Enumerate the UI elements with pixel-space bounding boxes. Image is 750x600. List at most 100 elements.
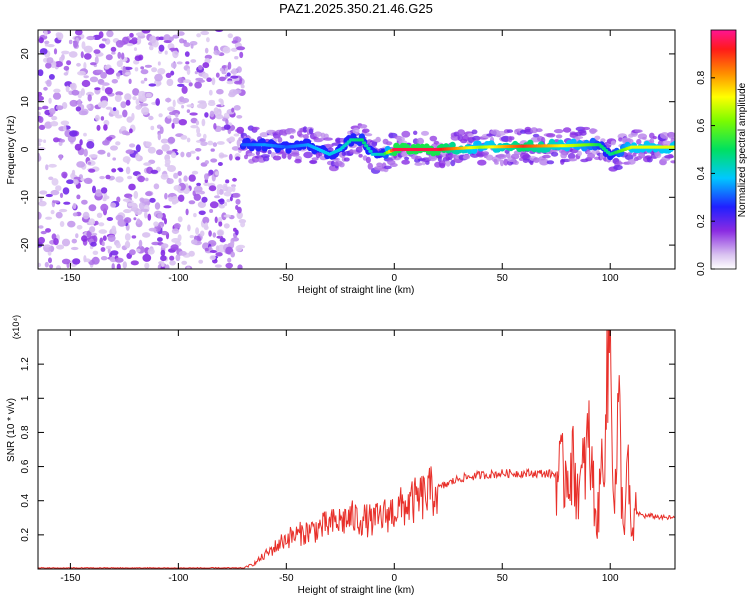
noise-speckle bbox=[226, 80, 234, 85]
noise-speckle bbox=[171, 152, 177, 159]
noise-speckle bbox=[123, 217, 132, 224]
noise-speckle bbox=[104, 65, 110, 70]
noise-speckle bbox=[178, 250, 187, 256]
snr-frame bbox=[37, 329, 676, 570]
noise-speckle bbox=[38, 69, 44, 77]
ridge-halo bbox=[506, 129, 514, 133]
ridge-halo bbox=[416, 137, 424, 145]
noise-speckle bbox=[178, 194, 185, 202]
noise-speckle bbox=[214, 264, 222, 268]
noise-speckle bbox=[158, 113, 163, 118]
ridge-halo bbox=[546, 133, 556, 138]
noise-speckle bbox=[55, 105, 64, 111]
noise-speckle bbox=[194, 81, 202, 89]
noise-speckle bbox=[157, 61, 161, 66]
noise-speckle bbox=[186, 151, 192, 158]
ridge-halo bbox=[450, 159, 456, 167]
noise-speckle bbox=[65, 85, 70, 93]
ridge-halo bbox=[343, 157, 350, 162]
noise-speckle bbox=[86, 104, 91, 109]
noise-speckle bbox=[195, 227, 200, 235]
noise-speckle bbox=[135, 104, 142, 110]
noise-speckle bbox=[132, 88, 140, 96]
noise-speckle bbox=[67, 134, 76, 143]
noise-speckle bbox=[88, 168, 96, 173]
x-tick-label: -150 bbox=[60, 273, 80, 284]
noise-speckle bbox=[92, 250, 99, 255]
noise-speckle bbox=[185, 61, 190, 65]
noise-speckle bbox=[68, 39, 73, 45]
ridge-halo bbox=[252, 126, 260, 131]
y-multiplier-label: (x10⁴) bbox=[11, 315, 21, 339]
ridge-halo bbox=[289, 135, 295, 139]
noise-speckle bbox=[231, 184, 236, 188]
noise-speckle bbox=[235, 245, 243, 252]
noise-speckle bbox=[158, 44, 165, 52]
noise-speckle bbox=[45, 216, 53, 220]
noise-speckle bbox=[237, 264, 243, 269]
noise-speckle bbox=[120, 126, 127, 132]
noise-speckle bbox=[225, 118, 229, 125]
noise-speckle bbox=[51, 178, 59, 186]
ridge-core bbox=[368, 149, 373, 153]
noise-speckle bbox=[231, 146, 240, 151]
noise-speckle bbox=[163, 205, 172, 209]
noise-speckle bbox=[160, 230, 169, 236]
noise-speckle bbox=[209, 255, 216, 261]
ridge-halo bbox=[662, 140, 672, 146]
noise-speckle bbox=[236, 46, 246, 51]
noise-speckle bbox=[76, 62, 81, 67]
noise-speckle bbox=[189, 150, 196, 154]
noise-speckle bbox=[184, 51, 190, 57]
noise-speckle bbox=[97, 102, 104, 108]
noise-speckle bbox=[157, 237, 163, 242]
ridge-halo bbox=[646, 156, 653, 163]
noise-speckle bbox=[100, 71, 107, 79]
ridge-halo bbox=[582, 126, 591, 131]
noise-speckle bbox=[45, 62, 52, 69]
noise-speckle bbox=[209, 201, 219, 209]
noise-speckle bbox=[213, 123, 217, 130]
noise-speckle bbox=[167, 115, 172, 119]
snr-background bbox=[38, 330, 675, 569]
noise-speckle bbox=[153, 221, 159, 227]
noise-speckle bbox=[139, 197, 145, 203]
noise-speckle bbox=[115, 114, 123, 119]
noise-speckle bbox=[223, 223, 230, 229]
noise-speckle bbox=[115, 214, 124, 221]
noise-speckle bbox=[50, 121, 59, 127]
ridge-halo bbox=[413, 130, 418, 135]
y-tick-label: 1.2 bbox=[20, 357, 31, 371]
noise-speckle bbox=[140, 208, 149, 212]
noise-speckle bbox=[48, 74, 55, 80]
noise-speckle bbox=[177, 83, 185, 87]
noise-speckle bbox=[88, 204, 97, 212]
noise-speckle bbox=[100, 187, 108, 194]
ridge-halo bbox=[567, 152, 576, 160]
noise-speckle bbox=[142, 253, 152, 262]
noise-speckle bbox=[101, 82, 110, 86]
ridge-halo bbox=[267, 149, 272, 155]
noise-speckle bbox=[112, 157, 116, 161]
noise-speckle bbox=[43, 30, 48, 37]
noise-speckle bbox=[61, 258, 71, 265]
ridge-halo bbox=[376, 162, 383, 167]
ridge-halo bbox=[259, 132, 269, 138]
noise-speckle bbox=[214, 171, 219, 176]
noise-speckle bbox=[38, 262, 42, 268]
noise-speckle bbox=[140, 103, 149, 107]
noise-speckle bbox=[131, 37, 138, 42]
noise-speckle bbox=[207, 140, 214, 146]
noise-speckle bbox=[198, 65, 203, 70]
noise-speckle bbox=[204, 222, 208, 229]
noise-speckle bbox=[83, 255, 87, 263]
noise-speckle bbox=[138, 201, 145, 210]
noise-speckle bbox=[115, 91, 124, 96]
noise-speckle bbox=[204, 112, 209, 118]
noise-speckle bbox=[196, 182, 202, 187]
ridge-halo bbox=[421, 130, 429, 136]
noise-speckle bbox=[214, 216, 218, 224]
ridge-halo bbox=[652, 136, 657, 140]
noise-speckle bbox=[48, 97, 52, 104]
